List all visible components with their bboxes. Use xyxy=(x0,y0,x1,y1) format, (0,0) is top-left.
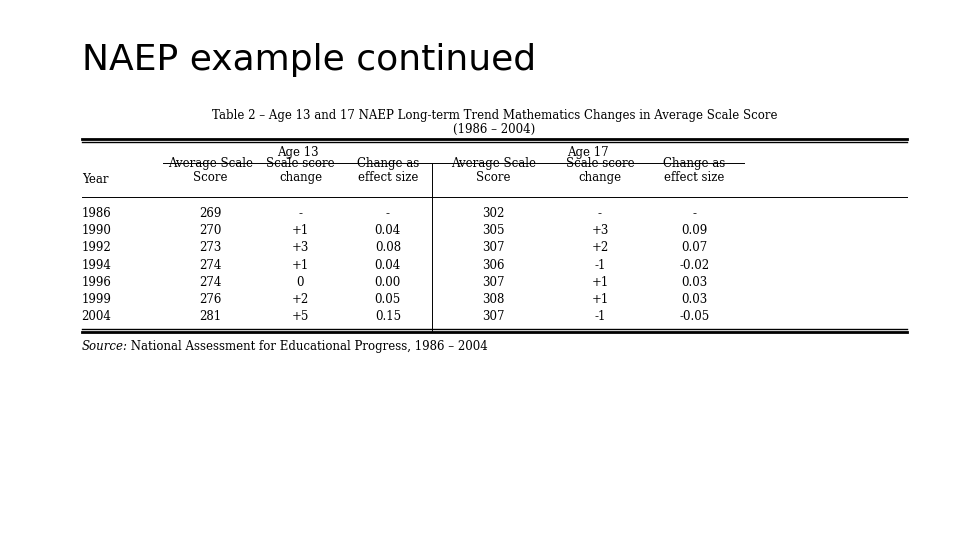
Text: -: - xyxy=(299,207,302,220)
Text: 0.03: 0.03 xyxy=(682,276,708,289)
Text: +5: +5 xyxy=(292,310,309,323)
Text: effect size: effect size xyxy=(664,171,725,184)
Text: effect size: effect size xyxy=(358,171,418,184)
Text: 2004: 2004 xyxy=(82,310,111,323)
Text: 302: 302 xyxy=(482,207,505,220)
Text: 307: 307 xyxy=(482,310,505,323)
Text: Age 13: Age 13 xyxy=(276,146,319,159)
Text: Table 2 – Age 13 and 17 NAEP Long-term Trend Mathematics Changes in Average Scal: Table 2 – Age 13 and 17 NAEP Long-term T… xyxy=(211,109,778,122)
Text: NAEP example continued: NAEP example continued xyxy=(82,43,536,77)
Text: +1: +1 xyxy=(591,293,609,306)
Text: 273: 273 xyxy=(199,241,222,254)
Text: Age 17: Age 17 xyxy=(567,146,609,159)
Text: 1996: 1996 xyxy=(82,276,111,289)
Text: Score: Score xyxy=(193,171,228,184)
Text: Average Scale: Average Scale xyxy=(451,157,536,170)
Text: 1992: 1992 xyxy=(82,241,111,254)
Text: 281: 281 xyxy=(199,310,222,323)
Text: -1: -1 xyxy=(594,310,606,323)
Text: +2: +2 xyxy=(292,293,309,306)
Text: 274: 274 xyxy=(199,276,222,289)
Text: 307: 307 xyxy=(482,276,505,289)
Text: 269: 269 xyxy=(199,207,222,220)
Text: 270: 270 xyxy=(199,224,222,237)
Text: 308: 308 xyxy=(482,293,505,306)
Text: 307: 307 xyxy=(482,241,505,254)
Text: Year: Year xyxy=(82,173,108,186)
Text: 1994: 1994 xyxy=(82,259,111,272)
Text: 1999: 1999 xyxy=(82,293,111,306)
Text: Change as: Change as xyxy=(357,157,419,170)
Text: Scale score: Scale score xyxy=(266,157,335,170)
Text: +2: +2 xyxy=(591,241,609,254)
Text: 0.03: 0.03 xyxy=(682,293,708,306)
Text: Scale score: Scale score xyxy=(565,157,635,170)
Text: 0.05: 0.05 xyxy=(374,293,401,306)
Text: 0.08: 0.08 xyxy=(374,241,401,254)
Text: 0.04: 0.04 xyxy=(374,259,401,272)
Text: 0.07: 0.07 xyxy=(682,241,708,254)
Text: -1: -1 xyxy=(594,259,606,272)
Text: -: - xyxy=(386,207,390,220)
Text: +3: +3 xyxy=(292,241,309,254)
Text: Score: Score xyxy=(476,171,511,184)
Text: Source:: Source: xyxy=(82,340,128,353)
Text: +1: +1 xyxy=(292,224,309,237)
Text: 0.09: 0.09 xyxy=(682,224,708,237)
Text: (1986 – 2004): (1986 – 2004) xyxy=(453,123,536,136)
Text: National Assessment for Educational Progress, 1986 – 2004: National Assessment for Educational Prog… xyxy=(127,340,488,353)
Text: +3: +3 xyxy=(591,224,609,237)
Text: 306: 306 xyxy=(482,259,505,272)
Text: -: - xyxy=(692,207,697,220)
Text: change: change xyxy=(579,171,621,184)
Text: 0.00: 0.00 xyxy=(374,276,401,289)
Text: Change as: Change as xyxy=(663,157,726,170)
Text: 274: 274 xyxy=(199,259,222,272)
Text: 276: 276 xyxy=(199,293,222,306)
Text: +1: +1 xyxy=(591,276,609,289)
Text: -0.05: -0.05 xyxy=(680,310,709,323)
Text: -0.02: -0.02 xyxy=(680,259,709,272)
Text: 1990: 1990 xyxy=(82,224,111,237)
Text: +1: +1 xyxy=(292,259,309,272)
Text: change: change xyxy=(279,171,322,184)
Text: Average Scale: Average Scale xyxy=(168,157,252,170)
Text: 305: 305 xyxy=(482,224,505,237)
Text: 0: 0 xyxy=(297,276,304,289)
Text: 0.04: 0.04 xyxy=(374,224,401,237)
Text: 0.15: 0.15 xyxy=(374,310,401,323)
Text: -: - xyxy=(598,207,602,220)
Text: 1986: 1986 xyxy=(82,207,111,220)
